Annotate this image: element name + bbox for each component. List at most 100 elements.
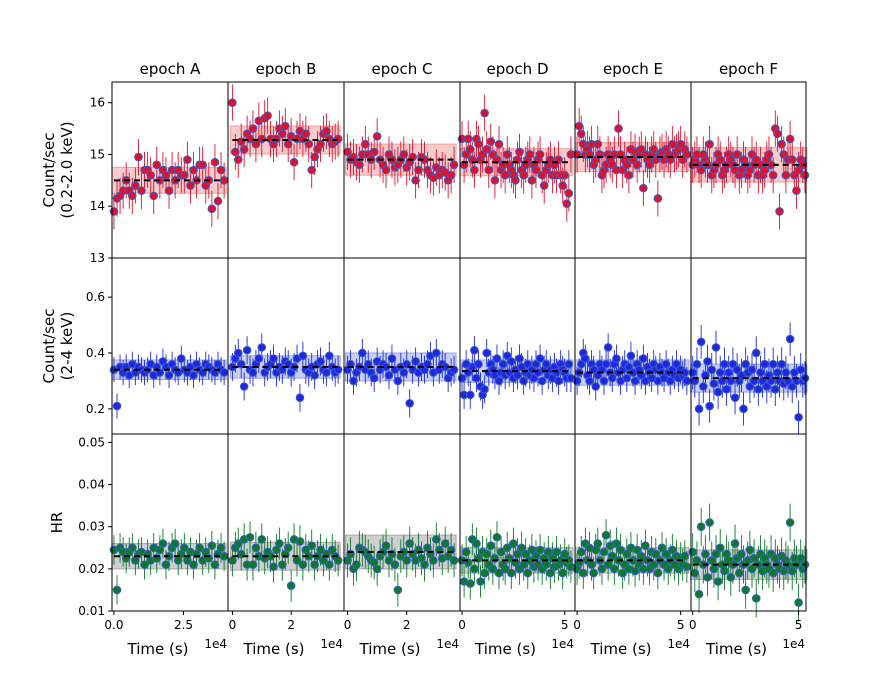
data-point xyxy=(682,150,692,159)
data-point xyxy=(698,382,708,391)
data-point xyxy=(228,98,237,108)
data-point xyxy=(470,165,479,175)
data-point xyxy=(599,547,609,557)
x-axis-label: Time (s) xyxy=(127,640,189,658)
data-point xyxy=(498,359,508,369)
data-point xyxy=(597,564,607,574)
data-point xyxy=(785,518,795,527)
data-point xyxy=(745,382,755,391)
data-point xyxy=(794,412,803,422)
data-point xyxy=(298,351,308,361)
data-point xyxy=(480,108,489,118)
data-point xyxy=(622,160,632,170)
data-point xyxy=(278,560,287,569)
data-point xyxy=(399,368,409,377)
data-point xyxy=(170,539,180,548)
data-point xyxy=(195,543,204,553)
panel-frame xyxy=(111,257,229,435)
data-point xyxy=(494,568,504,578)
data-point xyxy=(411,357,420,366)
data-point xyxy=(616,545,625,555)
data-point xyxy=(513,549,522,559)
data-point xyxy=(283,139,293,149)
y-tick-label: 0.02 xyxy=(78,562,105,576)
x-tick-label: 2.5 xyxy=(174,618,193,632)
data-point xyxy=(599,376,609,386)
data-point xyxy=(665,376,675,386)
data-point xyxy=(492,532,502,542)
data-point xyxy=(544,547,553,557)
data-point xyxy=(703,357,712,366)
data-point xyxy=(384,371,394,380)
data-point xyxy=(694,589,704,599)
panel-frames-layer xyxy=(111,81,807,612)
x-tick-label: 5 xyxy=(561,618,569,632)
x-tick-label: 0 xyxy=(229,618,237,632)
data-point xyxy=(754,385,763,394)
data-point xyxy=(295,537,305,546)
x-axis-exponent: 1e4 xyxy=(782,637,805,651)
data-point xyxy=(734,568,744,578)
data-point xyxy=(612,539,621,548)
data-point xyxy=(316,545,325,555)
data-point xyxy=(630,376,640,386)
data-point xyxy=(705,401,714,411)
data-point xyxy=(607,373,617,383)
x-axis-exponent: 1e4 xyxy=(320,637,343,651)
data-point xyxy=(564,359,574,369)
data-point xyxy=(480,568,489,578)
data-point xyxy=(737,549,746,559)
data-point xyxy=(242,345,252,355)
data-point xyxy=(248,124,258,133)
data-point xyxy=(747,564,757,574)
data-point xyxy=(519,376,528,386)
data-point xyxy=(713,577,723,586)
data-point xyxy=(777,139,786,149)
data-point xyxy=(770,385,780,394)
y-tick-label: 0.03 xyxy=(78,520,105,534)
data-point xyxy=(732,365,742,375)
data-point xyxy=(269,562,278,572)
data-point xyxy=(715,155,725,164)
data-point xyxy=(796,554,806,563)
data-point xyxy=(257,134,267,144)
data-point xyxy=(158,539,168,548)
data-point xyxy=(787,155,797,164)
data-point xyxy=(322,368,331,377)
y-axis-label: (0.2-2.0 keV) xyxy=(58,121,76,218)
data-point xyxy=(713,387,723,397)
y-axis-label: (2-4 keV) xyxy=(58,312,76,381)
data-point xyxy=(724,368,733,377)
data-point xyxy=(696,522,706,532)
data-point xyxy=(624,362,634,372)
data-point xyxy=(632,545,642,555)
x-tick-label: 2 xyxy=(403,618,411,632)
data-point xyxy=(387,354,397,363)
data-point xyxy=(280,121,290,131)
data-point xyxy=(768,170,778,180)
data-point xyxy=(694,404,704,414)
data-point xyxy=(189,560,198,569)
data-point xyxy=(189,165,198,175)
data-point xyxy=(649,560,659,569)
data-point xyxy=(402,556,412,565)
data-point xyxy=(593,139,603,149)
data-point xyxy=(535,545,545,555)
y-tick-label: 15 xyxy=(90,147,105,161)
data-point xyxy=(484,165,494,175)
data-point xyxy=(369,147,379,157)
y-tick-label: 0.04 xyxy=(78,478,105,492)
data-point xyxy=(622,373,632,383)
data-point xyxy=(283,543,293,553)
y-tick-label: 0.2 xyxy=(86,402,105,416)
y-tick-label: 16 xyxy=(90,96,105,110)
data-point xyxy=(164,186,174,196)
data-point xyxy=(231,147,240,157)
data-point xyxy=(457,373,467,383)
y-tick-label: 0.4 xyxy=(86,346,105,360)
data-point xyxy=(405,539,414,548)
data-point xyxy=(310,560,319,569)
data-point xyxy=(785,334,795,344)
data-point xyxy=(641,541,650,550)
data-point xyxy=(405,398,414,408)
